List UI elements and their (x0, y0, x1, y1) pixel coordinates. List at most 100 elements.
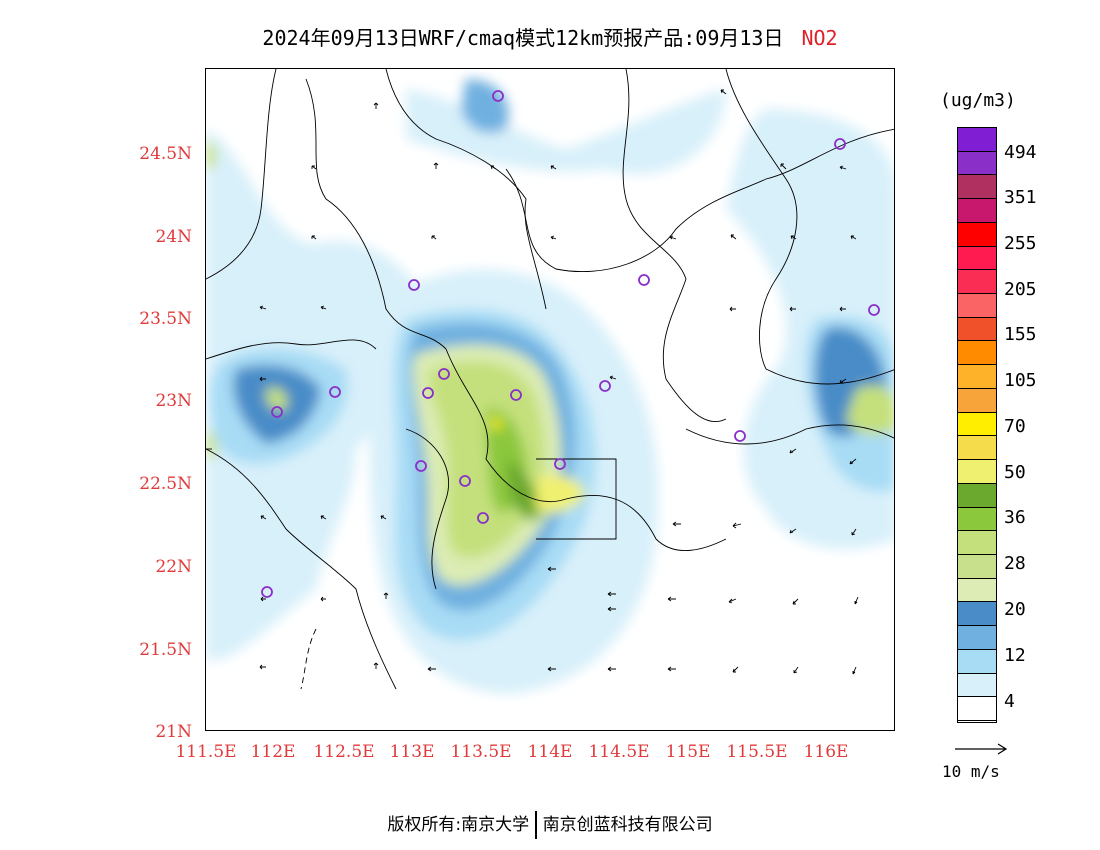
wind-arrow (311, 165, 317, 170)
colorbar-swatch (958, 151, 996, 176)
colorbar-swatch (958, 697, 996, 721)
colorbar-swatch (958, 246, 996, 271)
wind-arrow (490, 165, 497, 170)
colorbar-swatch (958, 626, 996, 650)
wind-arrow (433, 162, 439, 169)
x-tick-label: 113E (389, 742, 435, 762)
site-marker (599, 380, 611, 392)
band-mid-blue-north (461, 79, 509, 133)
wind-arrow (730, 234, 737, 240)
wind-arrow (849, 458, 857, 465)
colorbar-swatch (958, 317, 996, 342)
wind-arrow (311, 235, 317, 240)
wind-vectors (206, 89, 859, 675)
site-marker (271, 406, 283, 418)
y-tick-label: 24.5N (139, 144, 192, 164)
wind-arrow (373, 662, 379, 669)
pollutant-name: NO2 (801, 26, 838, 50)
wind-arrow (854, 596, 859, 605)
colorbar-swatch (958, 507, 996, 532)
legend-label: 36 (1004, 507, 1026, 528)
colorbar-swatch (958, 222, 996, 247)
wind-arrow (732, 666, 739, 673)
title-main: 2024年09月13日WRF/cmaq模式12km预报产品:09月13日 (262, 26, 784, 50)
colorbar-swatch (958, 294, 996, 318)
colorbar-swatch (958, 128, 996, 152)
site-marker (438, 368, 450, 380)
legend-label: 155 (1004, 324, 1037, 345)
x-tick-label: 114.5E (588, 742, 650, 762)
legend-label: 28 (1004, 553, 1026, 574)
legend-label: 105 (1004, 370, 1037, 391)
band-west-edge-green (206, 139, 217, 169)
concentration-field (206, 69, 894, 694)
legend-label: 351 (1004, 187, 1037, 208)
colorbar-swatch (958, 554, 996, 579)
wind-arrow (609, 375, 617, 380)
wind-arrow (667, 596, 676, 602)
legend-label: 255 (1004, 233, 1037, 254)
legend-unit: (ug/m3) (940, 90, 1016, 111)
legend-label: 70 (1004, 416, 1026, 437)
colorbar-swatch (958, 412, 996, 437)
wind-arrow (789, 528, 797, 534)
wind-arrow (260, 596, 266, 602)
wind-arrow (850, 235, 857, 240)
colorbar-swatch (958, 483, 996, 508)
wind-arrow (431, 235, 437, 240)
y-tick-label: 22N (155, 557, 192, 577)
site-marker (492, 90, 504, 102)
wind-arrow (789, 306, 796, 312)
wind-arrow (729, 306, 736, 312)
wind-arrow (607, 591, 616, 597)
site-marker (459, 475, 471, 487)
colorbar-swatch (958, 341, 996, 366)
map-panel (205, 68, 895, 731)
colorbar-swatch (958, 578, 996, 603)
wind-arrow (547, 566, 556, 572)
wind-arrow (839, 378, 847, 384)
wind-arrow (320, 305, 327, 310)
wind-arrow (720, 89, 727, 95)
legend-label: 12 (1004, 645, 1026, 666)
site-marker (329, 386, 341, 398)
colorbar-swatch (958, 388, 996, 413)
colorbar-swatch (958, 602, 996, 627)
legend-label: 494 (1004, 142, 1037, 163)
wind-arrow (320, 515, 327, 520)
colorbar (957, 127, 997, 723)
colorbar-swatch (958, 649, 996, 674)
wind-arrow (259, 664, 266, 670)
wind-arrow (852, 666, 857, 675)
site-marker (477, 512, 489, 524)
map-title: 2024年09月13日WRF/cmaq模式12km预报产品:09月13日 NO2 (0, 22, 1100, 51)
wind-arrow (728, 598, 737, 604)
wind-arrow (669, 235, 677, 240)
band-yellow-small (490, 417, 502, 430)
site-marker (261, 586, 273, 598)
wind-arrow (792, 598, 799, 605)
y-tick-label: 21.5N (139, 640, 192, 660)
colorbar-swatch (958, 199, 996, 223)
band-west-green (265, 387, 288, 411)
wind-arrow (383, 592, 389, 599)
colorbar-swatch (958, 460, 996, 484)
x-tick-label: 115.5E (726, 742, 788, 762)
footer-divider (535, 811, 537, 839)
wind-arrow (789, 448, 797, 454)
wind-arrow (259, 305, 267, 310)
site-marker (415, 460, 427, 472)
wind-arrow (380, 515, 387, 520)
site-marker (734, 430, 746, 442)
wind-arrow (839, 306, 846, 312)
x-tick-label: 111.5E (175, 742, 237, 762)
boundary-lines (206, 69, 894, 690)
colorbar-swatch (958, 365, 996, 389)
legend-label: 50 (1004, 462, 1026, 483)
x-tick-label: 113.5E (450, 742, 512, 762)
wind-arrow (547, 666, 556, 672)
y-tick-label: 23.5N (139, 309, 192, 329)
wind-arrow (667, 666, 676, 672)
x-tick-label: 112.5E (313, 742, 375, 762)
colorbar-swatch (958, 175, 996, 200)
